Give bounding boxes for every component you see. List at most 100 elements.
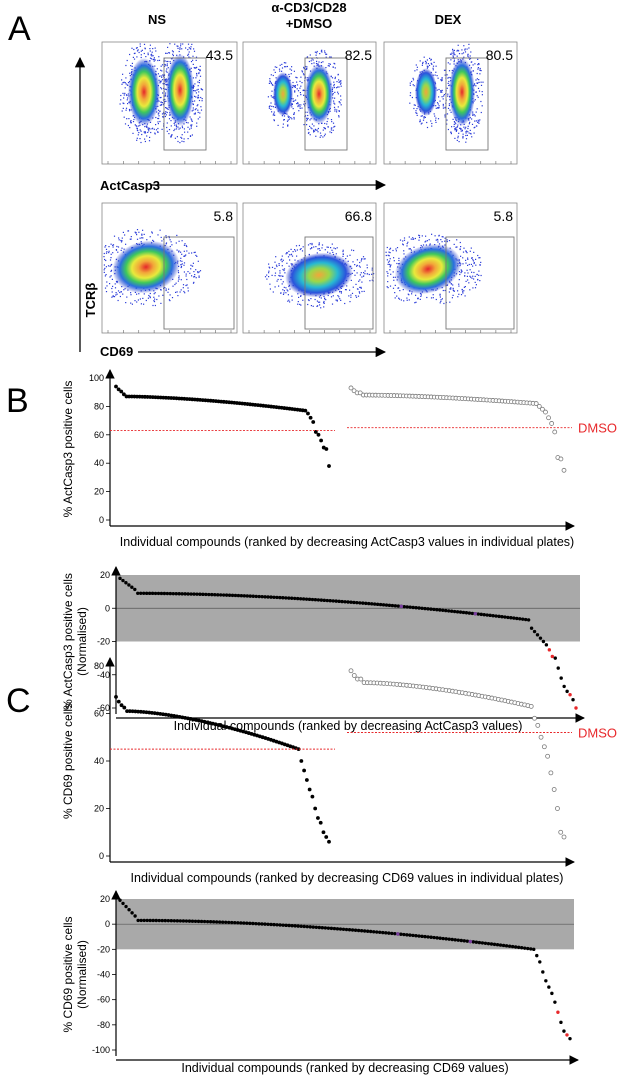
flow-event xyxy=(465,141,467,143)
flow-event xyxy=(319,132,322,134)
flow-event xyxy=(435,119,437,121)
flow-event xyxy=(356,264,358,266)
flow-event xyxy=(288,76,291,78)
flow-event xyxy=(473,271,475,274)
flow-event xyxy=(363,290,365,292)
data-point xyxy=(544,643,549,647)
data-point xyxy=(190,919,195,923)
flow-event xyxy=(339,298,341,300)
flow-event xyxy=(279,70,281,72)
flow-event xyxy=(125,107,128,109)
flow-event xyxy=(359,266,361,268)
flow-event xyxy=(449,53,452,55)
flow-event xyxy=(184,255,186,257)
dmso-label: DMSO xyxy=(578,726,617,741)
flow-event xyxy=(165,64,167,66)
flow-event xyxy=(268,263,270,265)
data-point-highlight xyxy=(473,612,478,616)
flow-event xyxy=(184,131,186,133)
data-point xyxy=(183,592,187,596)
flow-event xyxy=(450,133,452,135)
flow-event xyxy=(299,303,301,305)
flow-event xyxy=(130,65,132,67)
flow-event xyxy=(321,244,324,246)
data-point xyxy=(210,592,214,597)
flow-event xyxy=(471,123,474,125)
flow-event xyxy=(195,56,198,58)
flow-event xyxy=(294,90,296,92)
flow-event xyxy=(411,80,413,83)
flow-event xyxy=(124,123,127,125)
flow-event xyxy=(324,52,326,54)
data-point xyxy=(535,722,541,728)
data-point xyxy=(479,612,483,617)
flow-event xyxy=(422,61,424,63)
flow-event xyxy=(453,121,455,123)
flow-event xyxy=(143,52,145,55)
data-point xyxy=(558,456,564,462)
flow-event xyxy=(153,128,155,130)
data-point xyxy=(287,923,291,928)
flow-event xyxy=(444,244,446,246)
flow-event xyxy=(338,81,340,83)
series-filled xyxy=(114,384,331,468)
flow-event xyxy=(394,297,396,299)
data-point xyxy=(129,394,134,399)
flow-event xyxy=(290,117,292,119)
data-point xyxy=(217,920,222,924)
flow-event xyxy=(128,108,131,111)
flow-event xyxy=(364,273,366,275)
flow-event xyxy=(342,255,344,257)
gate-percentage: 5.8 xyxy=(494,208,514,224)
flow-density-blob xyxy=(415,68,437,116)
flow-event xyxy=(311,242,313,245)
data-point xyxy=(449,609,454,613)
flow-event xyxy=(424,60,427,62)
data-point xyxy=(211,920,216,924)
data-point xyxy=(528,703,534,709)
flow-event xyxy=(161,128,163,130)
flow-event xyxy=(296,84,299,86)
flow-event xyxy=(402,243,404,245)
flow-event xyxy=(284,272,286,274)
flow-event xyxy=(158,79,160,81)
flow-event xyxy=(387,275,389,277)
flow-event xyxy=(122,231,124,233)
flow-event xyxy=(133,58,136,60)
flow-event xyxy=(444,69,446,71)
flow-event xyxy=(456,246,458,248)
flow-event xyxy=(187,290,189,292)
flow-event xyxy=(339,102,341,104)
flow-event xyxy=(137,49,139,51)
flow-event xyxy=(371,267,373,269)
flow-event xyxy=(165,114,167,116)
flow-event xyxy=(296,255,298,257)
flow-event xyxy=(463,290,465,292)
flow-event xyxy=(480,111,482,114)
data-point xyxy=(532,715,537,721)
flow-event xyxy=(320,50,322,52)
flow-event xyxy=(345,258,347,260)
data-point xyxy=(218,593,223,597)
data-point xyxy=(509,616,513,620)
data-point xyxy=(130,709,135,714)
flow-event xyxy=(271,274,273,276)
data-point xyxy=(195,592,199,596)
data-point xyxy=(393,604,398,608)
series-filled xyxy=(114,694,331,844)
flow-event xyxy=(359,279,361,281)
flow-event xyxy=(191,110,193,112)
flow-event xyxy=(321,49,323,51)
cd69-axis-label: CD69 xyxy=(100,344,133,359)
flow-event xyxy=(143,303,145,305)
flow-event xyxy=(479,257,481,259)
data-point xyxy=(263,922,267,926)
y-tick-label: 20 xyxy=(94,804,104,814)
flow-event xyxy=(453,53,455,55)
flow-event xyxy=(460,128,462,130)
flow-event xyxy=(181,134,183,136)
data-point xyxy=(136,591,140,595)
data-point xyxy=(497,614,501,619)
flow-event xyxy=(104,246,106,248)
flow-event xyxy=(270,108,272,110)
